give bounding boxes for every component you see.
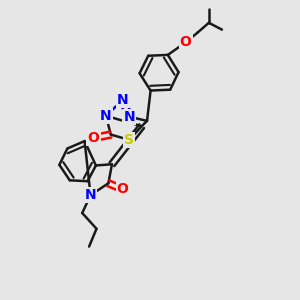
Text: N: N xyxy=(85,188,96,202)
Text: O: O xyxy=(180,35,192,50)
Text: O: O xyxy=(88,131,100,145)
Text: O: O xyxy=(117,182,129,196)
Text: S: S xyxy=(124,133,134,147)
Text: N: N xyxy=(123,110,135,124)
Text: N: N xyxy=(117,93,128,107)
Text: N: N xyxy=(100,109,112,123)
